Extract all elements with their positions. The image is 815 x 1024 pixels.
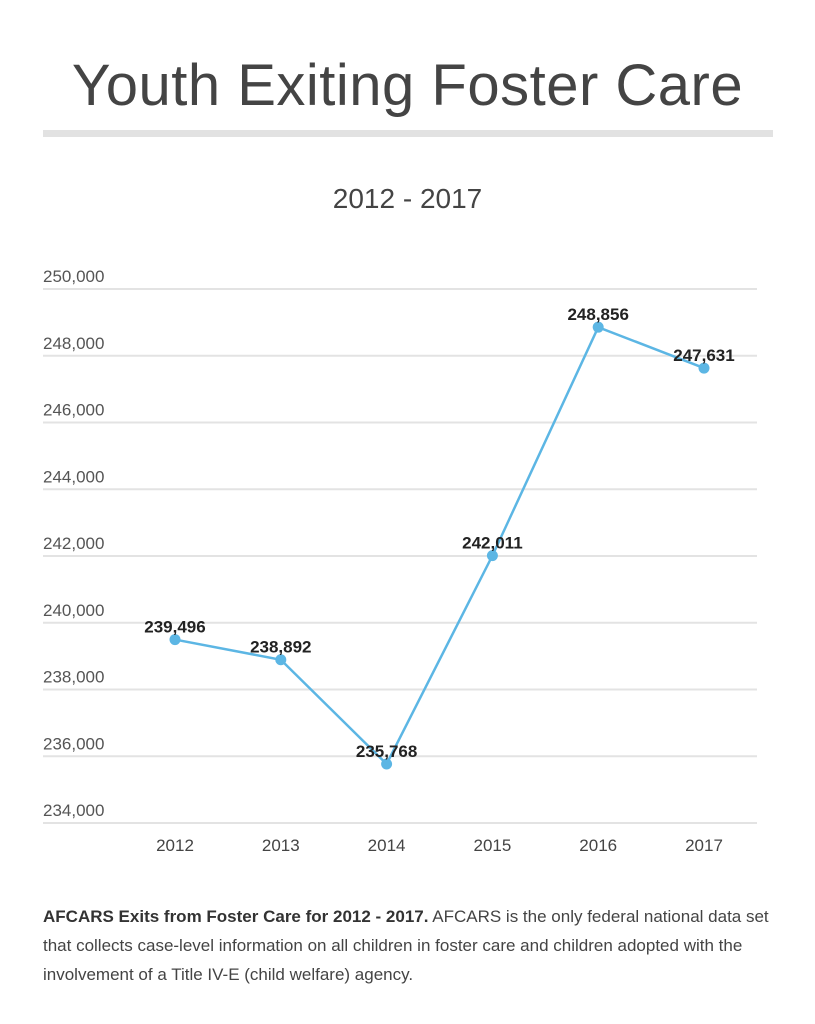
y-tick-label: 244,000 — [43, 467, 104, 486]
x-tick-label: 2017 — [685, 836, 723, 855]
data-label: 242,011 — [462, 534, 523, 553]
y-tick-label: 248,000 — [43, 334, 104, 353]
data-point — [486, 550, 498, 562]
y-tick-label: 242,000 — [43, 534, 104, 553]
y-tick-label: 240,000 — [43, 601, 104, 620]
chart-subtitle: 2012 - 2017 — [332, 183, 483, 214]
data-point — [381, 758, 393, 770]
x-tick-label: 2013 — [262, 836, 300, 855]
y-tick-label: 250,000 — [43, 267, 104, 286]
data-label: 248,856 — [567, 305, 628, 324]
data-label: 247,631 — [673, 346, 734, 365]
x-tick-label: 2012 — [156, 836, 194, 855]
y-tick-label: 246,000 — [43, 401, 104, 420]
line-chart: 234,000 236,000 238,000 240,000 242,000 244,0… — [43, 267, 757, 855]
x-tick-label: 2015 — [473, 836, 511, 855]
data-point — [698, 362, 710, 374]
data-point — [592, 321, 604, 333]
data-label: 238,892 — [250, 638, 311, 657]
y-tick-label: 238,000 — [43, 668, 104, 687]
series-line — [174, 325, 705, 767]
x-tick-label: 2016 — [579, 836, 617, 855]
y-tick-label: 236,000 — [43, 734, 104, 753]
data-label: 235,768 — [356, 742, 417, 761]
x-tick-label: 2014 — [368, 836, 406, 855]
page-title: Youth Exiting Foster Care — [71, 53, 744, 118]
data-point — [169, 634, 181, 646]
caption-text: AFCARS is the only federal national data… — [43, 907, 769, 984]
data-point — [275, 654, 287, 666]
chart-caption: AFCARS Exits from Foster Care for 2012 -… — [43, 902, 783, 989]
data-label: 239,496 — [144, 618, 205, 637]
title-divider — [43, 130, 773, 137]
y-tick-label: 234,000 — [43, 801, 104, 820]
caption-bold: AFCARS Exits from Foster Care for 2012 -… — [43, 907, 429, 926]
